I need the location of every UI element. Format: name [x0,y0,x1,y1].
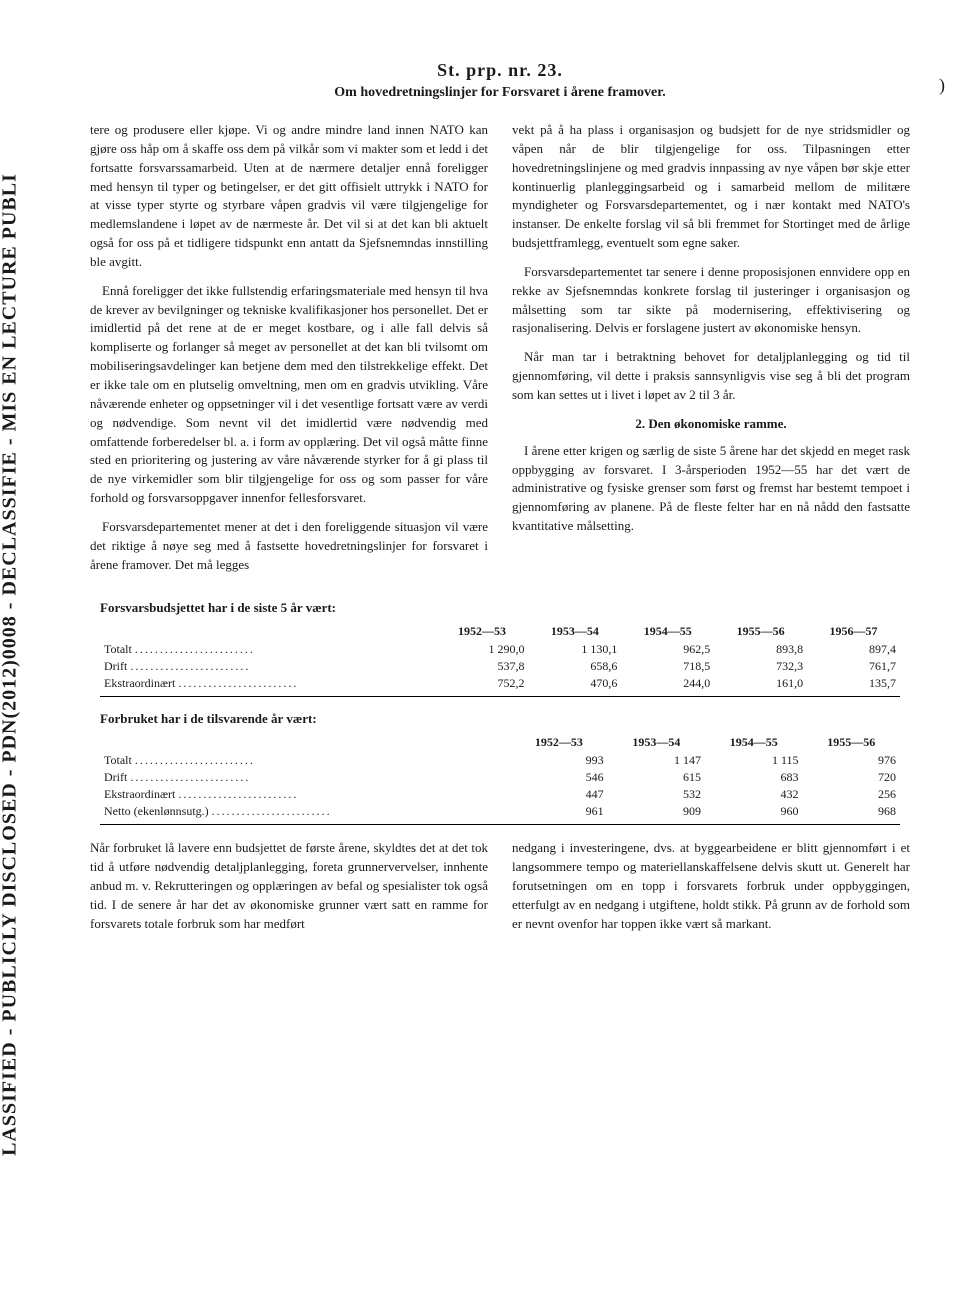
table-cell: 244,0 [621,675,714,692]
table-rule [100,824,900,825]
text-columns-top: tere og produsere eller kjøpe. Vi og and… [90,121,910,584]
table-cell: 976 [803,752,901,769]
table-caption: Forsvarsbudsjettet har i de siste 5 år v… [100,600,900,616]
table-caption: Forbruket har i de tilsvarende år vært: [100,711,900,727]
table-cell: 683 [705,769,802,786]
table-cell: 752,2 [436,675,529,692]
budget-table: 1952—531953—541954—551955—561956—57 Tota… [100,622,900,692]
table-col-header: 1953—54 [528,622,621,641]
page-content: St. prp. nr. 23. Om hovedretningslinjer … [70,60,930,960]
table-col-header: 1954—55 [705,733,802,752]
table-cell: 893,8 [714,641,807,658]
classification-side-label: LASSIFIED - PUBLICLY DISCLOSED - PDN(201… [0,173,22,1156]
table-cell: 532 [608,786,705,803]
table-row: Drift ........................5466156837… [100,769,900,786]
table-cell: 432 [705,786,802,803]
table-cell: Netto (ekenlønnsutg.) ..................… [100,803,510,820]
table-col-header: 1952—53 [510,733,607,752]
document-title: St. prp. nr. 23. [70,60,930,81]
table-col-header: 1952—53 [436,622,529,641]
table-cell: 447 [510,786,607,803]
table-rule [100,696,900,697]
table-cell: 897,4 [807,641,900,658]
left-column-bottom: Når forbruket lå lavere enn budsjettet d… [90,839,488,943]
stray-paren: ) [939,75,945,96]
table-cell: 537,8 [436,658,529,675]
section-heading: 2. Den økonomiske ramme. [512,415,910,434]
paragraph: I årene etter krigen og særlig de siste … [512,442,910,536]
right-column-bottom: nedgang i investeringene, dvs. at byggea… [512,839,910,943]
table-cell: 135,7 [807,675,900,692]
table-cell: 720 [803,769,901,786]
table-row: Totalt ........................1 290,01 … [100,641,900,658]
table-cell: 546 [510,769,607,786]
table-col-header: 1956—57 [807,622,900,641]
table-cell: 1 147 [608,752,705,769]
table-cell: 1 115 [705,752,802,769]
table-cell: 718,5 [621,658,714,675]
paragraph: Når forbruket lå lavere enn budsjettet d… [90,839,488,933]
table-cell: 968 [803,803,901,820]
right-column: vekt på å ha plass i organisasjon og bud… [512,121,910,584]
table-cell: Totalt ........................ [100,752,510,769]
paragraph: tere og produsere eller kjøpe. Vi og and… [90,121,488,272]
table-row: Ekstraordinært ........................4… [100,786,900,803]
table-cell: Drift ........................ [100,658,436,675]
paragraph: Forsvarsdepartementet tar senere i denne… [512,263,910,338]
table-col-header [100,733,510,752]
table-cell: 256 [803,786,901,803]
table-cell: Totalt ........................ [100,641,436,658]
paragraph: nedgang i investeringene, dvs. at byggea… [512,839,910,933]
table-header-row: 1952—531953—541954—551955—56 [100,733,900,752]
table-cell: 993 [510,752,607,769]
table-col-header: 1953—54 [608,733,705,752]
paragraph: vekt på å ha plass i organisasjon og bud… [512,121,910,253]
table-cell: 1 130,1 [528,641,621,658]
table-col-header: 1955—56 [803,733,901,752]
paragraph: Når man tar i betraktning behovet for de… [512,348,910,405]
document-subtitle: Om hovedretningslinjer for Forsvaret i å… [70,85,930,101]
table-cell: 909 [608,803,705,820]
paragraph: Forsvarsdepartementet mener at det i den… [90,518,488,575]
table-row: Ekstraordinært ........................7… [100,675,900,692]
table-row: Totalt ........................9931 1471… [100,752,900,769]
table-cell: 615 [608,769,705,786]
table-col-header: 1954—55 [621,622,714,641]
table-cell: 761,7 [807,658,900,675]
table-header-row: 1952—531953—541954—551955—561956—57 [100,622,900,641]
usage-table: 1952—531953—541954—551955—56 Totalt ....… [100,733,900,820]
table-col-header [100,622,436,641]
table-cell: 732,3 [714,658,807,675]
table-cell: 1 290,0 [436,641,529,658]
table-cell: 962,5 [621,641,714,658]
table-row: Drift ........................537,8658,6… [100,658,900,675]
table-cell: 960 [705,803,802,820]
usage-table-wrap: Forbruket har i de tilsvarende år vært: … [100,711,900,825]
table-cell: Ekstraordinært ........................ [100,786,510,803]
table-col-header: 1955—56 [714,622,807,641]
table-cell: 658,6 [528,658,621,675]
left-column: tere og produsere eller kjøpe. Vi og and… [90,121,488,584]
table-row: Netto (ekenlønnsutg.) ..................… [100,803,900,820]
table-cell: 161,0 [714,675,807,692]
table-cell: Drift ........................ [100,769,510,786]
budget-table-wrap: Forsvarsbudsjettet har i de siste 5 år v… [100,600,900,697]
table-cell: Ekstraordinært ........................ [100,675,436,692]
table-cell: 470,6 [528,675,621,692]
text-columns-bottom: Når forbruket lå lavere enn budsjettet d… [90,839,910,943]
table-cell: 961 [510,803,607,820]
paragraph: Ennå foreligger det ikke fullstendig erf… [90,282,488,508]
